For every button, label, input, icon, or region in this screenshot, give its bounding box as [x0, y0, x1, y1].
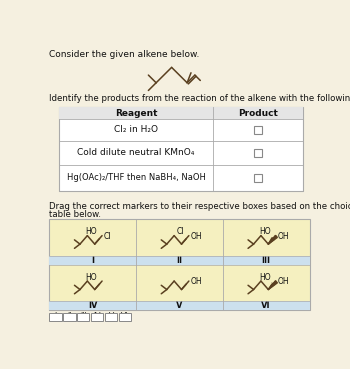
Polygon shape	[268, 281, 278, 290]
Text: V: V	[108, 313, 114, 321]
Text: Product: Product	[238, 109, 278, 118]
Text: I: I	[91, 256, 94, 265]
Text: table below.: table below.	[49, 210, 101, 219]
Bar	[49, 301, 310, 310]
Text: IV: IV	[88, 301, 97, 310]
Bar	[49, 219, 310, 310]
Text: Reagent: Reagent	[115, 109, 158, 118]
Text: II: II	[67, 313, 72, 321]
Text: Cl: Cl	[176, 227, 184, 236]
Text: Cold dilute neutral KMnO₄: Cold dilute neutral KMnO₄	[77, 148, 195, 157]
Bar	[63, 313, 76, 321]
Bar	[119, 313, 131, 321]
Text: Consider the given alkene below.: Consider the given alkene below.	[49, 51, 199, 59]
Text: OH: OH	[278, 232, 289, 241]
Text: V: V	[176, 301, 183, 310]
Polygon shape	[268, 238, 274, 244]
Text: HO: HO	[259, 227, 271, 236]
Text: OH: OH	[190, 277, 202, 286]
Bar	[105, 313, 117, 321]
Text: OH: OH	[278, 277, 289, 286]
Text: II: II	[176, 256, 182, 265]
Bar	[254, 149, 262, 157]
Bar	[254, 174, 262, 182]
Text: Drag the correct markers to their respective boxes based on the choices from the: Drag the correct markers to their respec…	[49, 202, 350, 211]
Polygon shape	[268, 235, 278, 244]
Text: HO: HO	[85, 273, 97, 282]
Text: Cl₂ in H₂O: Cl₂ in H₂O	[114, 125, 158, 134]
Bar	[59, 107, 303, 119]
Text: HO: HO	[259, 273, 271, 282]
Text: III: III	[80, 313, 87, 321]
Bar	[254, 125, 262, 134]
Text: HO: HO	[85, 227, 97, 236]
Bar	[59, 107, 303, 190]
Bar	[77, 313, 90, 321]
Text: Identify the products from the reaction of the alkene with the following reagent: Identify the products from the reaction …	[49, 94, 350, 103]
Text: OH: OH	[190, 232, 202, 241]
Bar	[49, 313, 62, 321]
Text: VI: VI	[121, 313, 129, 321]
Bar	[49, 256, 310, 265]
Text: I: I	[54, 313, 56, 321]
Text: Cl: Cl	[104, 232, 111, 241]
Bar	[91, 313, 104, 321]
Text: VI: VI	[261, 301, 271, 310]
Text: Hg(OAc)₂/THF then NaBH₄, NaOH: Hg(OAc)₂/THF then NaBH₄, NaOH	[67, 173, 205, 182]
Text: III: III	[262, 256, 271, 265]
Text: IV: IV	[93, 313, 101, 321]
